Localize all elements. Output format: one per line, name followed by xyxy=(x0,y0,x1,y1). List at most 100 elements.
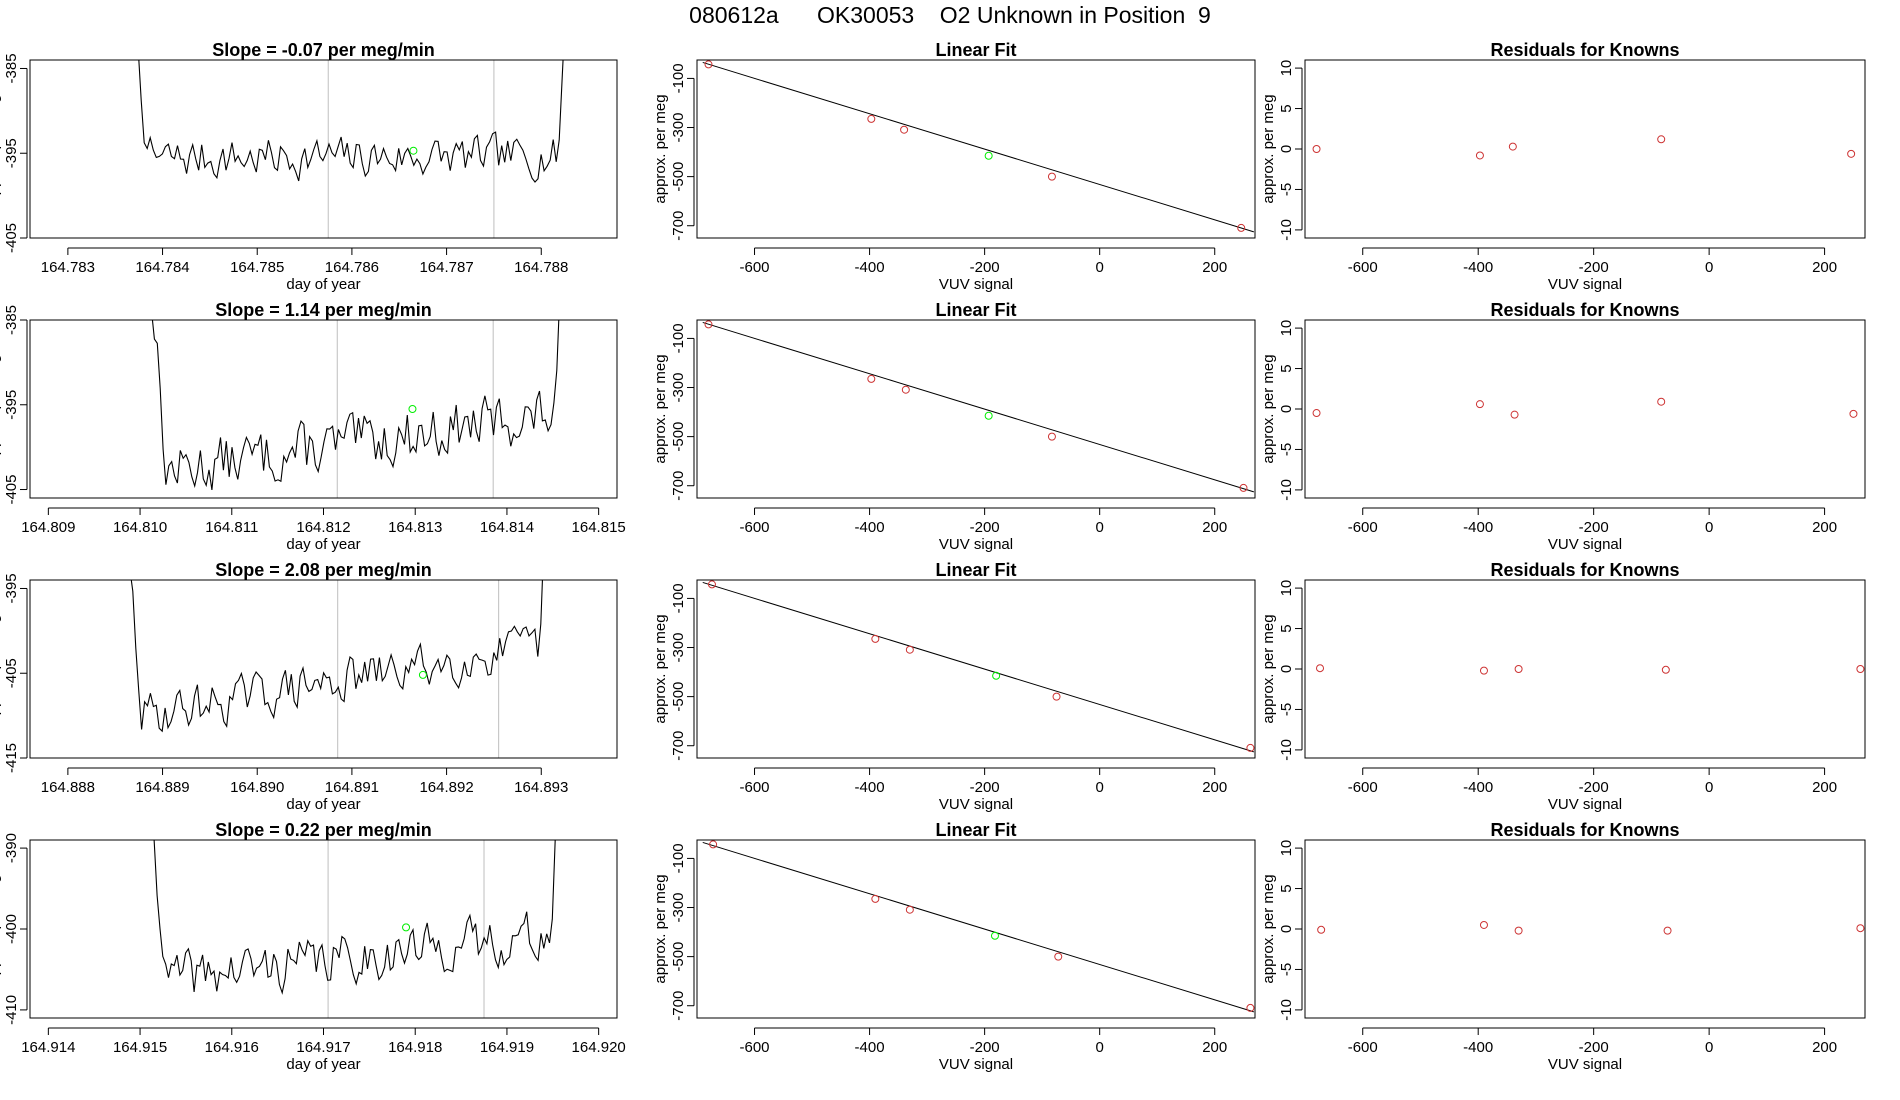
known-point xyxy=(1054,952,1063,961)
known-point xyxy=(704,60,713,69)
panel-title: Residuals for Knowns xyxy=(1490,820,1679,840)
x-tick-label: 200 xyxy=(1202,259,1227,276)
y-tick-label: 10 xyxy=(1278,580,1295,597)
known-point xyxy=(871,894,880,903)
residual-point xyxy=(1317,925,1326,934)
plot-frame xyxy=(1304,839,1866,1019)
y-axis-label: approx. per meg xyxy=(652,94,669,203)
y-tick-label: 0 xyxy=(1278,405,1295,413)
plot-frame xyxy=(696,59,1256,239)
unknown-point xyxy=(408,405,417,413)
x-axis-label: VUV signal xyxy=(939,536,1013,553)
y-tick-label: -300 xyxy=(670,373,687,403)
y-tick-label: -5 xyxy=(1278,703,1295,716)
data-trace xyxy=(151,320,560,490)
page-title: 080612a OK30053 O2 Unknown in Position 9 xyxy=(689,2,1211,28)
x-tick-label: 200 xyxy=(1812,519,1837,536)
x-axis-label: VUV signal xyxy=(1548,1056,1622,1073)
x-tick-label: 164.890 xyxy=(230,779,284,796)
x-tick-label: -200 xyxy=(1579,779,1609,796)
y-axis-label: approx. per meg xyxy=(652,354,669,463)
y-tick-label: 0 xyxy=(1278,665,1295,673)
y-tick-label: -405 xyxy=(3,475,20,505)
unknown-point xyxy=(409,146,418,155)
x-tick-label: 164.916 xyxy=(205,1039,259,1056)
plot-frame xyxy=(1304,579,1866,759)
x-tick-label: -600 xyxy=(1348,519,1378,536)
y-tick-label: -700 xyxy=(670,991,687,1021)
x-tick-label: -600 xyxy=(1348,779,1378,796)
y-tick-label: -700 xyxy=(670,211,687,241)
y-axis-label: approx. per meg xyxy=(1260,874,1277,983)
timeseries-panel-row-1: Slope = -0.07 per meg/min 164.783 164.784 1… xyxy=(0,40,618,293)
residual-point xyxy=(1847,149,1856,158)
x-tick-label: -600 xyxy=(740,259,770,276)
y-tick-label: 5 xyxy=(1278,884,1295,892)
y-axis-label: approx. per meg xyxy=(1260,354,1277,463)
y-tick-label: 10 xyxy=(1278,320,1295,337)
y-tick-label: -10 xyxy=(1278,999,1295,1021)
x-tick-label: 164.811 xyxy=(205,519,258,536)
known-point xyxy=(867,374,876,383)
y-tick-label: -100 xyxy=(670,583,687,613)
x-axis-label: day of year xyxy=(286,796,360,813)
plot-area xyxy=(1317,920,1865,935)
plot-frame xyxy=(29,59,618,239)
x-tick-label: 164.814 xyxy=(480,519,534,536)
fit-line xyxy=(702,841,1254,1013)
plot-area xyxy=(702,60,1254,233)
x-tick-label: 200 xyxy=(1202,779,1227,796)
y-axis-label: approx. per meg xyxy=(0,874,2,983)
known-point xyxy=(1246,743,1255,752)
residual-point xyxy=(1479,920,1488,929)
x-tick-label: -200 xyxy=(970,1039,1000,1056)
y-tick-label: -390 xyxy=(3,833,20,863)
data-trace xyxy=(130,580,543,733)
x-tick-label: 164.918 xyxy=(388,1039,442,1056)
unknown-point xyxy=(990,931,999,940)
x-tick-label: -400 xyxy=(1463,779,1493,796)
y-tick-label: 10 xyxy=(1278,840,1295,857)
x-tick-label: -200 xyxy=(970,519,1000,536)
residual-point xyxy=(1316,664,1325,673)
residual-point xyxy=(1663,926,1672,935)
y-tick-label: -700 xyxy=(670,731,687,761)
fit-panel-row-4: Linear Fit -600 -400 -200 0 200 -700 -500 -300 -1… xyxy=(652,820,1256,1073)
panel-title: Linear Fit xyxy=(935,820,1016,840)
residual-point xyxy=(1856,665,1865,673)
x-tick-label: 164.810 xyxy=(113,519,167,536)
timeseries-panel-row-4: Slope = 0.22 per meg/min 164.914 164.915 16… xyxy=(0,820,626,1073)
known-point xyxy=(1052,692,1061,701)
plot-frame xyxy=(29,579,618,759)
panel-title: Linear Fit xyxy=(935,40,1016,60)
x-tick-label: -200 xyxy=(970,259,1000,276)
y-axis-label: approx. per meg xyxy=(0,94,2,203)
y-axis-label: approx. per meg xyxy=(652,614,669,723)
y-tick-label: -500 xyxy=(670,422,687,452)
plot-area xyxy=(138,60,564,238)
residuals-panel-row-4: Residuals for Knowns -600 -400 -200 0 200 -10 -… xyxy=(1260,820,1866,1073)
x-tick-label: -600 xyxy=(1348,259,1378,276)
x-tick-label: 164.888 xyxy=(41,779,95,796)
plot-frame xyxy=(29,319,618,499)
x-tick-label: 164.915 xyxy=(113,1039,167,1056)
x-tick-label: 0 xyxy=(1096,779,1104,796)
x-tick-label: -400 xyxy=(855,1039,885,1056)
fit-panel-row-1: Linear Fit -600 -400 -200 0 200 -700 -500 -300 -1… xyxy=(652,40,1256,293)
residual-point xyxy=(1661,665,1670,674)
x-tick-label: -400 xyxy=(1463,259,1493,276)
timeseries-panel-row-2: Slope = 1.14 per meg/min 164.809 164.810 16… xyxy=(0,300,626,553)
x-tick-label: 200 xyxy=(1812,779,1837,796)
y-tick-label: -100 xyxy=(670,63,687,93)
y-tick-label: -100 xyxy=(670,323,687,353)
residual-point xyxy=(1312,409,1321,418)
y-tick-label: -100 xyxy=(670,843,687,873)
y-tick-label: -700 xyxy=(670,471,687,501)
y-tick-label: -10 xyxy=(1278,739,1295,761)
x-tick-label: -400 xyxy=(855,779,885,796)
x-axis-label: VUV signal xyxy=(1548,536,1622,553)
plot-frame xyxy=(1304,59,1866,239)
x-tick-label: 0 xyxy=(1705,259,1713,276)
residual-point xyxy=(1479,666,1488,675)
residual-point xyxy=(1514,665,1523,673)
